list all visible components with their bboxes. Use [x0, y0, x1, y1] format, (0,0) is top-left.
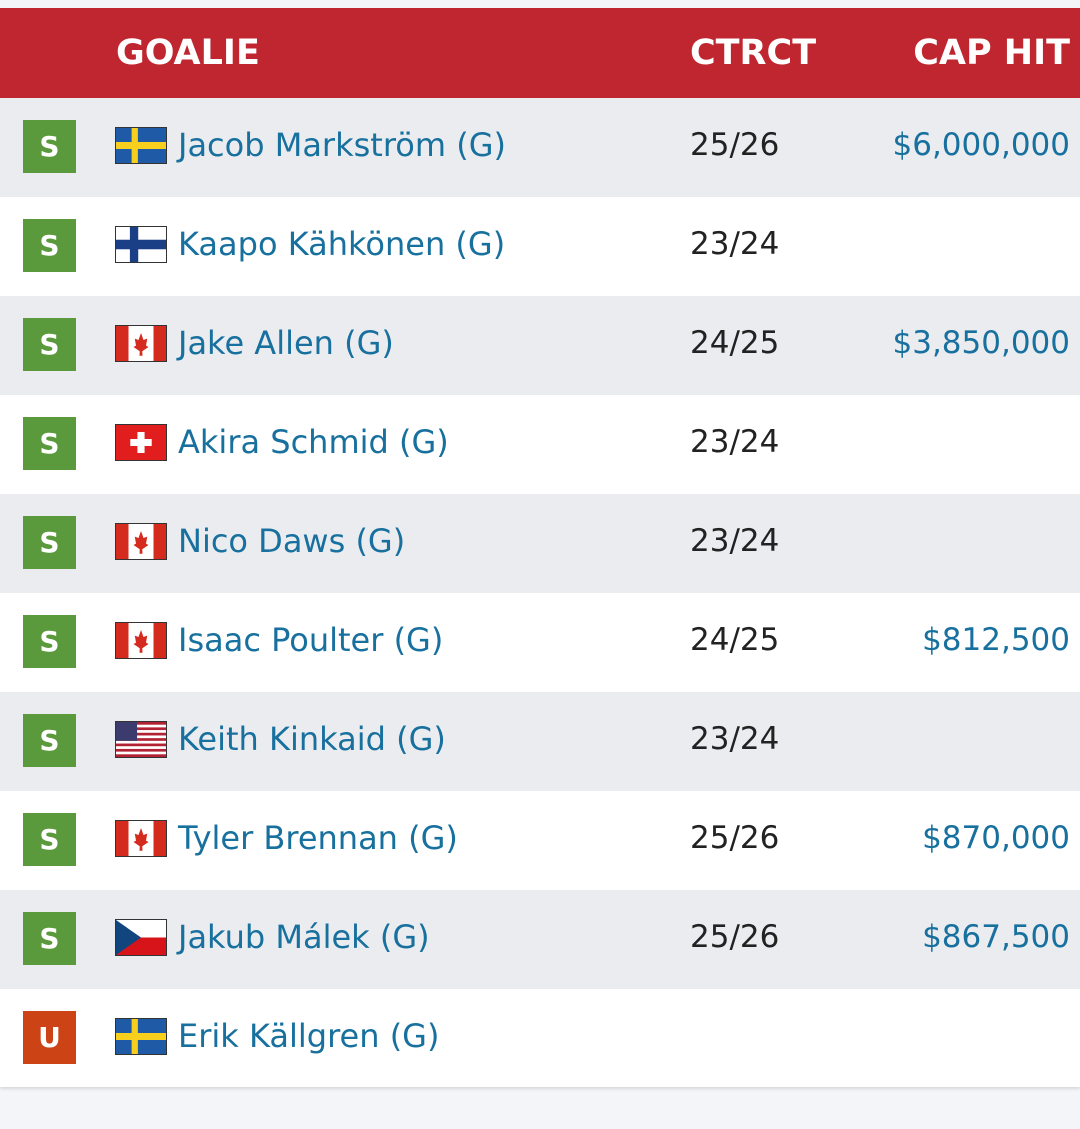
table-row: S Jakub Málek (G) 25/26 $867,500: [0, 890, 1080, 989]
column-header-goalie[interactable]: GOALIE: [116, 33, 260, 73]
player-name-link[interactable]: Erik Källgren (G): [178, 1017, 440, 1055]
sweden-flag-icon: [115, 127, 167, 164]
table-row: S Akira Schmid (G) 23/24: [0, 395, 1080, 494]
canada-flag-icon: [115, 523, 167, 560]
contract-expiry: 23/24: [690, 721, 780, 757]
table-row: S Jake Allen (G) 24/25 $3,850,000: [0, 296, 1080, 395]
table-row: S Nico Daws (G) 23/24: [0, 494, 1080, 593]
contract-expiry: 25/26: [690, 820, 780, 856]
table-row: S Keith Kinkaid (G) 23/24: [0, 692, 1080, 791]
cap-hit-link[interactable]: $812,500: [922, 622, 1070, 658]
player-name-link[interactable]: Akira Schmid (G): [178, 423, 449, 461]
cap-hit-link[interactable]: $870,000: [922, 820, 1070, 856]
table-header: GOALIE CTRCT CAP HIT: [0, 8, 1080, 98]
table-row: S Jacob Markström (G) 25/26 $6,000,000: [0, 98, 1080, 197]
cap-hit-link[interactable]: $6,000,000: [892, 127, 1071, 163]
status-badge: S: [23, 417, 76, 470]
player-name-link[interactable]: Tyler Brennan (G): [178, 819, 458, 857]
player-name-link[interactable]: Kaapo Kähkönen (G): [178, 225, 506, 263]
contract-expiry: 23/24: [690, 424, 780, 460]
usa-flag-icon: [115, 721, 167, 758]
contract-expiry: 23/24: [690, 226, 780, 262]
status-badge: S: [23, 912, 76, 965]
contract-expiry: 24/25: [690, 325, 780, 361]
player-name-link[interactable]: Isaac Poulter (G): [178, 621, 444, 659]
canada-flag-icon: [115, 325, 167, 362]
contract-expiry: 25/26: [690, 127, 780, 163]
status-badge: S: [23, 714, 76, 767]
column-header-ctrct[interactable]: CTRCT: [690, 33, 817, 73]
table-row: U Erik Källgren (G): [0, 989, 1080, 1087]
status-badge: S: [23, 219, 76, 272]
player-name-link[interactable]: Jacob Markström (G): [178, 126, 506, 164]
table-row: S Isaac Poulter (G) 24/25 $812,500: [0, 593, 1080, 692]
status-badge: S: [23, 813, 76, 866]
finland-flag-icon: [115, 226, 167, 263]
sweden-flag-icon: [115, 1018, 167, 1055]
switzerland-flag-icon: [115, 424, 167, 461]
status-badge: S: [23, 516, 76, 569]
contract-expiry: 25/26: [690, 919, 780, 955]
status-badge: S: [23, 318, 76, 371]
status-badge: S: [23, 615, 76, 668]
table-row: S Kaapo Kähkönen (G) 23/24: [0, 197, 1080, 296]
cap-hit-link[interactable]: $3,850,000: [892, 325, 1071, 361]
cap-hit-link[interactable]: $867,500: [922, 919, 1070, 955]
player-name-link[interactable]: Nico Daws (G): [178, 522, 406, 560]
player-name-link[interactable]: Keith Kinkaid (G): [178, 720, 446, 758]
canada-flag-icon: [115, 820, 167, 857]
contract-expiry: 24/25: [690, 622, 780, 658]
player-name-link[interactable]: Jakub Málek (G): [178, 918, 430, 956]
table-row: S Tyler Brennan (G) 25/26 $870,000: [0, 791, 1080, 890]
status-badge: S: [23, 120, 76, 173]
column-header-cap-hit[interactable]: CAP HIT: [913, 33, 1070, 73]
canada-flag-icon: [115, 622, 167, 659]
status-badge: U: [23, 1011, 76, 1064]
czech-flag-icon: [115, 919, 167, 956]
player-name-link[interactable]: Jake Allen (G): [178, 324, 394, 362]
goalie-table: GOALIE CTRCT CAP HIT S Jacob Markström (…: [0, 8, 1080, 1087]
contract-expiry: 23/24: [690, 523, 780, 559]
